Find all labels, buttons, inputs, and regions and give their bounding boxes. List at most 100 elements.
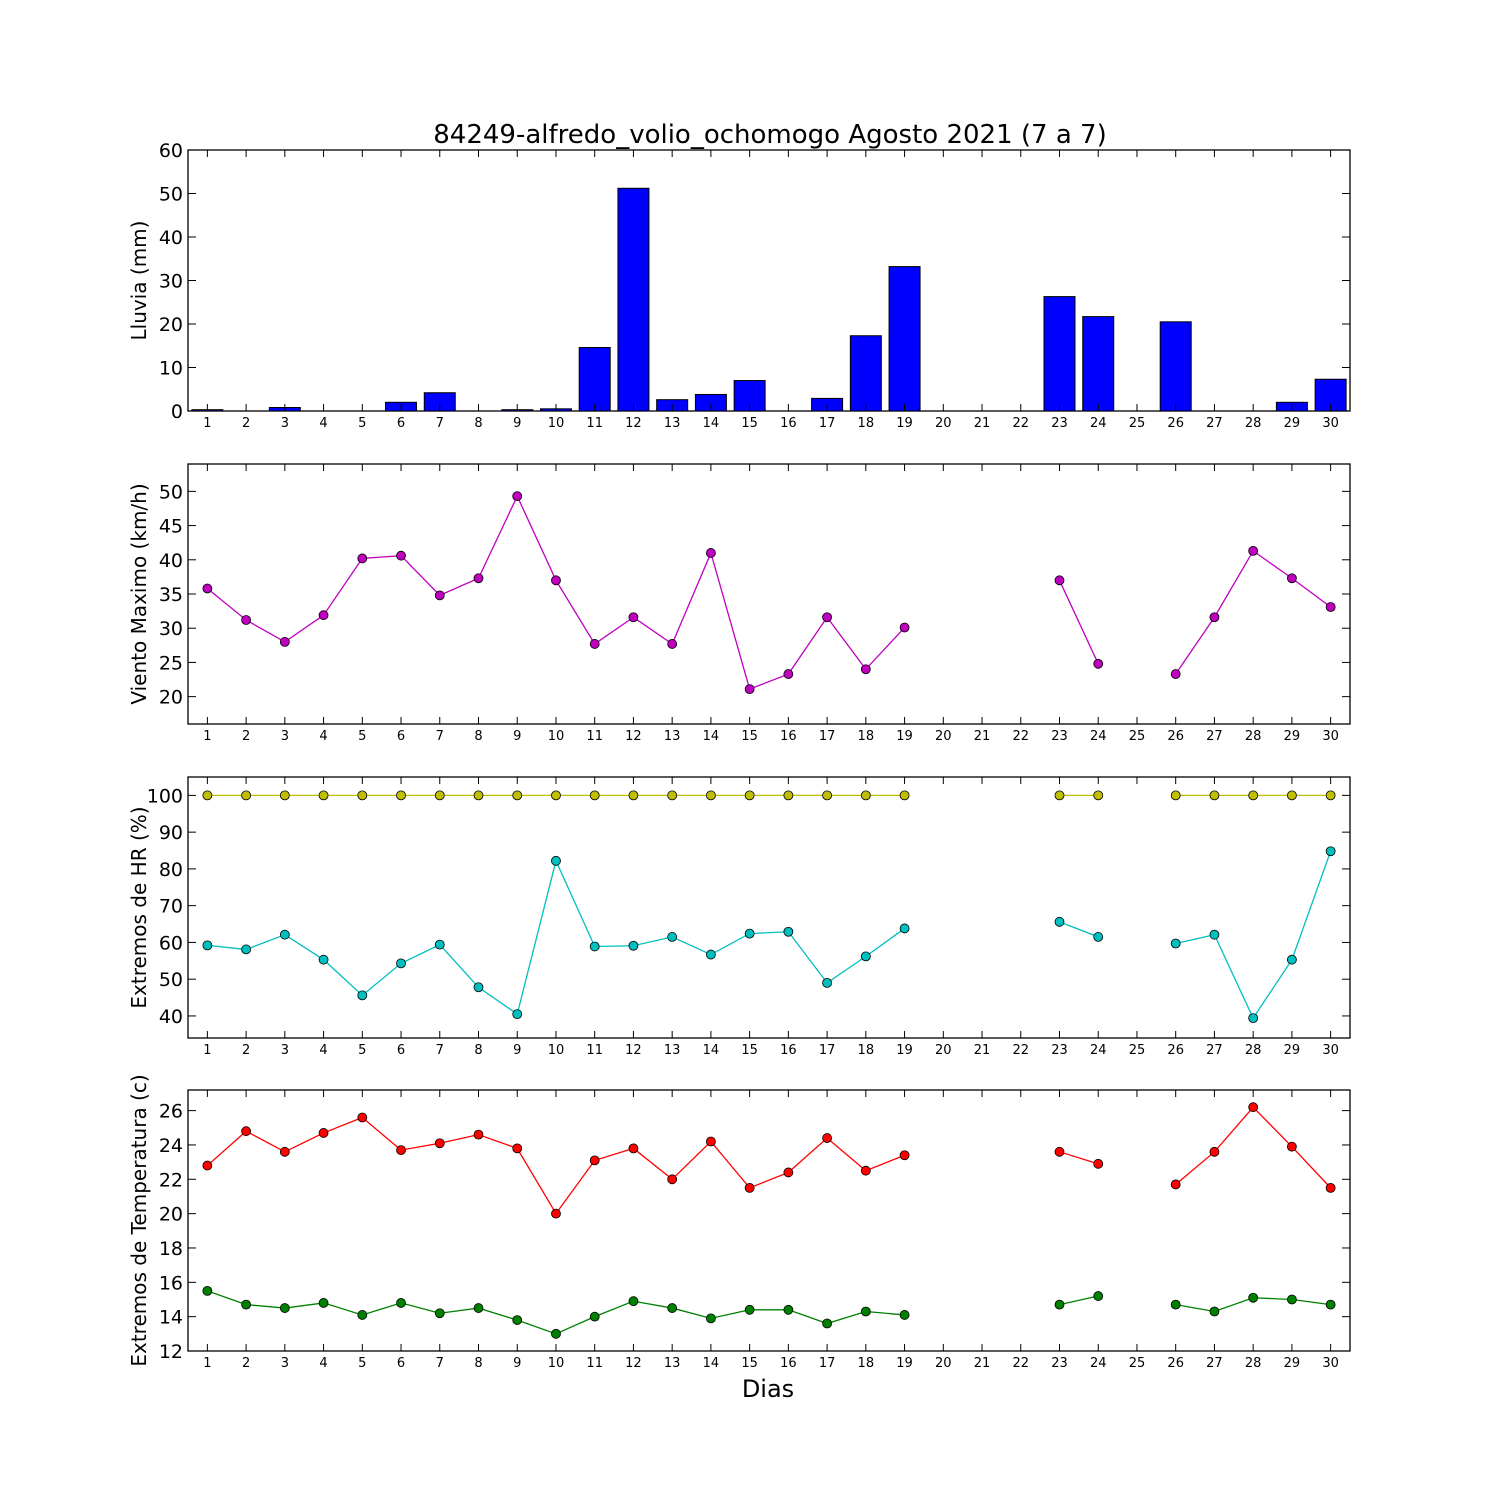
data-point	[512, 1009, 523, 1020]
x-tick-label: 23	[1051, 1043, 1068, 1058]
data-point	[551, 1208, 561, 1219]
data-point	[318, 790, 329, 801]
x-tick-label: 4	[319, 729, 327, 744]
x-tick-label: 19	[896, 1043, 913, 1058]
data-point	[1093, 658, 1104, 669]
data-point	[434, 590, 445, 601]
x-tick-label: 14	[703, 1043, 720, 1058]
x-tick-label: 3	[281, 729, 289, 744]
data-point	[1248, 545, 1259, 556]
y-axis-label: Lluvia (mm)	[127, 221, 151, 341]
data-point	[589, 941, 600, 952]
data-point	[706, 1136, 716, 1147]
x-tick-label: 28	[1245, 1043, 1262, 1058]
data-point	[512, 790, 523, 801]
x-tick-label: 29	[1284, 416, 1301, 431]
x-tick-label: 9	[513, 416, 521, 431]
x-tick-label: 16	[780, 1356, 797, 1371]
x-tick-label: 30	[1322, 1356, 1339, 1371]
y-tick-label: 20	[159, 1204, 183, 1226]
data-point	[1093, 790, 1104, 801]
data-point	[1170, 1299, 1181, 1310]
x-tick-label: 5	[358, 1356, 366, 1371]
data-point	[783, 1304, 794, 1315]
x-tick-label: 27	[1206, 1043, 1223, 1058]
x-tick-label: 14	[703, 1356, 720, 1371]
x-tick-label: 7	[436, 416, 444, 431]
data-point	[434, 1308, 445, 1319]
data-point	[706, 1313, 716, 1324]
data-point	[318, 1298, 329, 1308]
x-tick-label: 28	[1245, 1356, 1262, 1371]
x-tick-label: 4	[319, 1043, 327, 1058]
x-tick-label: 11	[586, 1356, 603, 1371]
x-tick-label: 14	[703, 729, 720, 744]
bar	[578, 346, 611, 412]
data-point	[1248, 1013, 1259, 1024]
x-tick-label: 6	[397, 729, 405, 744]
x-tick-label: 20	[935, 416, 952, 431]
x-tick-label: 3	[281, 1043, 289, 1058]
data-point	[860, 951, 871, 962]
x-tick-label: 13	[664, 1356, 681, 1371]
x-tick-label: 2	[242, 1356, 250, 1371]
x-tick-label: 12	[625, 1043, 642, 1058]
x-tick-label: 21	[974, 729, 991, 744]
y-tick-label: 20	[159, 687, 183, 709]
data-point	[1170, 669, 1181, 679]
x-tick-label: 17	[819, 1356, 836, 1371]
data-point	[899, 923, 910, 934]
x-tick-label: 6	[397, 1356, 405, 1371]
data-point	[667, 1303, 678, 1313]
data-point	[822, 1133, 832, 1143]
data-point	[744, 790, 755, 801]
data-point	[860, 790, 871, 801]
data-point	[1209, 929, 1220, 940]
y-tick-label: 50	[159, 481, 183, 503]
y-tick-label: 60	[159, 140, 183, 162]
data-point	[1287, 790, 1297, 801]
data-point	[822, 790, 832, 801]
x-tick-label: 24	[1090, 729, 1107, 744]
x-tick-label: 30	[1322, 1043, 1339, 1058]
data-point	[1248, 790, 1259, 801]
x-tick-label: 28	[1245, 416, 1262, 431]
x-tick-label: 25	[1129, 1043, 1146, 1058]
y-tick-label: 50	[159, 969, 183, 991]
x-tick-label: 18	[858, 729, 875, 744]
data-point	[1287, 573, 1297, 584]
data-point	[396, 550, 406, 561]
series-line	[1059, 921, 1099, 938]
y-tick-label: 50	[159, 184, 183, 206]
x-tick-label: 5	[358, 1043, 366, 1058]
data-point	[202, 1286, 213, 1296]
x-tick-label: 24	[1090, 1043, 1107, 1058]
x-tick-label: 5	[358, 416, 366, 431]
bar	[888, 266, 921, 412]
x-tick-label: 13	[664, 416, 681, 431]
data-point	[473, 790, 484, 801]
x-tick-label: 16	[780, 729, 797, 744]
data-point	[202, 940, 213, 951]
x-tick-label: 26	[1167, 416, 1184, 431]
data-point	[667, 790, 678, 801]
data-point	[667, 932, 678, 942]
x-tick-label: 9	[513, 729, 521, 744]
x-tick-label: 23	[1051, 1356, 1068, 1371]
data-point	[241, 944, 252, 955]
x-tick-label: 3	[281, 416, 289, 431]
y-axis-label: Extremos de HR (%)	[127, 806, 151, 1008]
data-point	[628, 940, 639, 951]
data-point	[279, 1303, 290, 1313]
data-point	[744, 684, 755, 695]
data-point	[1248, 1292, 1259, 1303]
data-point	[279, 636, 290, 647]
data-point	[551, 855, 561, 866]
data-point	[202, 790, 213, 801]
x-tick-label: 22	[1012, 1043, 1029, 1058]
data-point	[357, 553, 368, 564]
x-tick-label: 23	[1051, 729, 1068, 744]
data-point	[706, 949, 716, 960]
x-tick-label: 24	[1090, 1356, 1107, 1371]
